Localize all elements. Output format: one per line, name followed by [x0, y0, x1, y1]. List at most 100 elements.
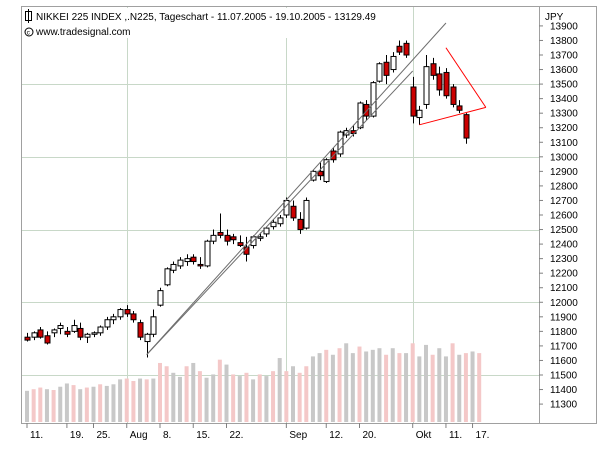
- candle: [403, 40, 410, 58]
- candle-body-down: [237, 242, 244, 247]
- volume-bar: [284, 371, 289, 422]
- volume-bar: [64, 383, 69, 422]
- candle: [130, 311, 137, 323]
- volume-bar: [251, 379, 256, 422]
- volume-bar: [118, 379, 123, 422]
- volume-bar: [397, 353, 402, 422]
- volume-bar: [271, 371, 276, 422]
- volume-bar: [184, 366, 189, 422]
- candle: [31, 331, 38, 341]
- volume-bar: [443, 356, 448, 422]
- copyright-icon: [24, 27, 34, 37]
- candle-body-down: [197, 263, 204, 267]
- price-tick-label: 11900: [550, 312, 578, 323]
- volume-bar: [191, 362, 196, 422]
- candle-body-down: [64, 330, 71, 335]
- candle-body-down: [430, 63, 437, 76]
- candle: [110, 313, 117, 325]
- candle-body-down: [124, 309, 131, 315]
- candle-body-up: [270, 221, 277, 228]
- candle-body-up: [104, 319, 111, 328]
- date-tick-label: Aug: [130, 430, 148, 441]
- candle: [436, 66, 443, 96]
- volume-bar: [390, 348, 395, 422]
- candle: [224, 229, 231, 246]
- candle-body-up: [416, 109, 423, 119]
- volume-bar: [38, 387, 43, 422]
- volume-bar: [217, 359, 222, 422]
- volume-bar: [330, 354, 335, 422]
- volume-bar: [91, 386, 96, 422]
- volume-bar: [384, 354, 389, 422]
- price-tick-label: 13200: [550, 123, 578, 134]
- volume-bar: [437, 348, 442, 422]
- date-tick-label: 19.: [70, 430, 84, 441]
- volume-bar: [477, 353, 482, 422]
- price-tick-label: 12500: [550, 225, 578, 236]
- date-tick-label: 8.: [163, 430, 171, 441]
- candle: [416, 105, 423, 125]
- candle-body-up: [376, 63, 383, 82]
- candle-body-down: [396, 45, 403, 53]
- candle: [303, 197, 310, 230]
- volume-bar: [337, 348, 342, 422]
- candle: [390, 52, 397, 73]
- price-tick-label: 11500: [550, 371, 578, 382]
- candle-body-down: [37, 329, 44, 338]
- candle-body-down: [317, 170, 324, 177]
- chart-title: NIKKEI 225 INDEX ,.N225, Tageschart - 11…: [36, 12, 376, 23]
- volume-bar: [244, 372, 249, 422]
- candle-body-down: [297, 218, 304, 231]
- date-tick-label: Sep: [289, 430, 307, 441]
- price-tick-label: 11300: [550, 400, 578, 411]
- candle-body-down: [130, 313, 137, 321]
- candle-body-down: [383, 61, 390, 76]
- price-tick-label: 12300: [550, 254, 578, 265]
- price-tick-label: 12200: [550, 269, 578, 280]
- date-tick-label: 11.: [449, 430, 462, 441]
- volume-bar: [344, 343, 349, 422]
- volume-bar: [44, 389, 49, 422]
- candle-body-down: [137, 322, 144, 338]
- candle-body-up: [51, 329, 58, 334]
- candle: [443, 68, 450, 99]
- candle: [277, 215, 284, 227]
- candle: [177, 257, 184, 269]
- candle: [44, 331, 51, 345]
- volume-bar: [457, 354, 462, 422]
- triangle-upper: [445, 47, 487, 108]
- candle: [230, 233, 237, 245]
- price-tick-label: 11700: [550, 341, 578, 352]
- candle-body-up: [144, 333, 151, 343]
- candle: [410, 76, 417, 124]
- volume-bar: [98, 384, 103, 422]
- date-tick-label: 20.: [363, 430, 377, 441]
- candle-body-up: [91, 332, 98, 335]
- candle: [57, 322, 64, 335]
- price-tick-label: 13100: [550, 138, 578, 149]
- candle-body-down: [190, 256, 197, 263]
- candle-body-up: [170, 263, 177, 271]
- candle: [37, 327, 44, 339]
- volume-bar: [211, 374, 216, 422]
- source-text: www.tradesignal.com: [35, 27, 130, 38]
- volume-bar: [111, 384, 116, 422]
- header-box: [23, 8, 389, 38]
- candle: [370, 81, 377, 118]
- price-tick-label: 13400: [550, 94, 578, 105]
- candle-body-up: [210, 234, 217, 242]
- candle-body-up: [117, 309, 124, 318]
- volume-bar: [237, 376, 242, 422]
- candle-body-up: [31, 332, 38, 338]
- candle: [337, 130, 344, 157]
- date-axis-labels: 11. 19. 25. Aug 8. 15. 22. Sep 12. 20. Okt 11. 17.: [26, 423, 489, 441]
- price-tick-label: 12100: [550, 283, 578, 294]
- volume-bar: [357, 346, 362, 422]
- copyright-letter: c: [27, 30, 31, 37]
- candle-body-up: [263, 227, 270, 235]
- date-tick-label: 22.: [230, 430, 244, 441]
- volume-bar: [470, 351, 475, 422]
- volume-bar: [364, 351, 369, 422]
- volume-bar: [31, 389, 36, 422]
